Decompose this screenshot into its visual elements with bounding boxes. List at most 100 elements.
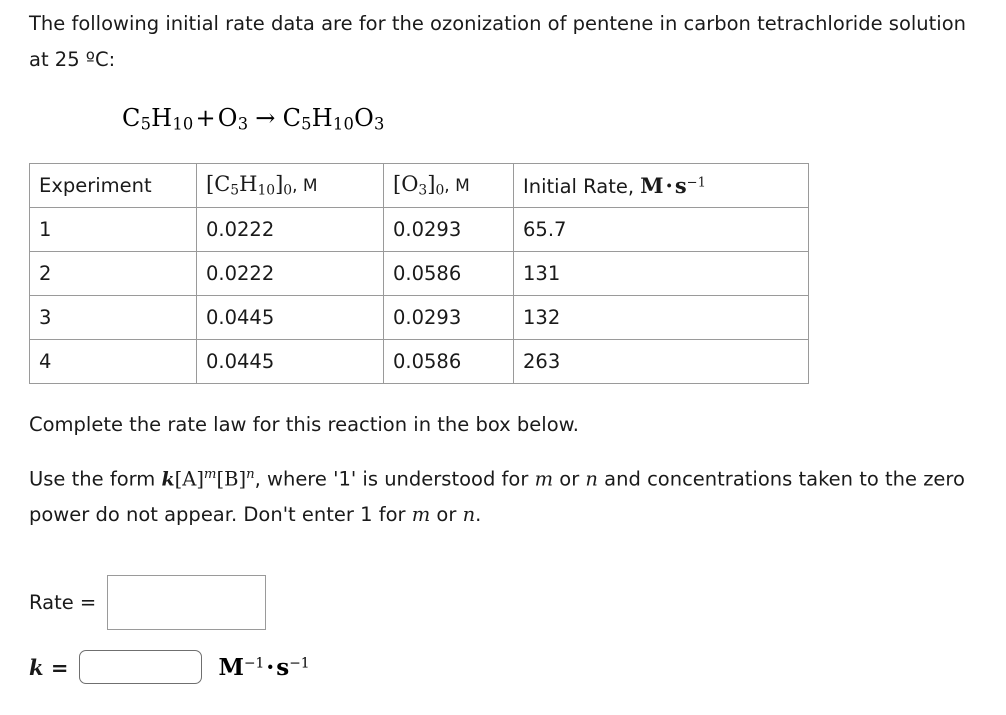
element-c: C — [122, 104, 141, 132]
bracket-close: ] — [238, 467, 247, 491]
rate-data-table: Experiment [C5H10]0, M [O3]0, M Initial … — [29, 163, 809, 384]
exponent-minus-one: −1 — [289, 654, 310, 671]
header-ozone-concentration: [O3]0, M — [383, 163, 514, 208]
exponent-m: m — [203, 467, 217, 482]
rate-field-label: Rate = — [29, 591, 97, 614]
bracket-open: [ — [216, 467, 225, 491]
cell-experiment: 3 — [29, 295, 197, 340]
unit-molar-symbol: M — [640, 173, 664, 198]
bracket-open: [ — [174, 467, 183, 491]
form-text-or2: or — [430, 503, 463, 527]
subscript-5: 5 — [140, 114, 152, 134]
variable-n: n — [585, 467, 598, 491]
cell-ozone: 0.0293 — [383, 295, 514, 340]
species-a: A — [182, 467, 197, 491]
cell-rate: 131 — [513, 251, 809, 296]
form-text-or1: or — [553, 467, 586, 491]
k-field-label: k = — [29, 654, 69, 680]
bracket-open: [ — [206, 172, 215, 197]
chemical-equation: C5H10+O3 → C5H10O3 — [122, 104, 385, 134]
variable-n: n — [462, 503, 476, 527]
bracket-open: [ — [393, 172, 402, 197]
header-experiment: Experiment — [29, 163, 197, 208]
table-row: 4 0.0445 0.0586 263 — [29, 339, 809, 384]
element-c: C — [214, 172, 231, 197]
cell-experiment: 2 — [29, 251, 197, 296]
cell-pentene: 0.0222 — [196, 207, 384, 252]
form-text-lead: Use the form — [29, 467, 162, 491]
plus-operator: + — [195, 104, 216, 132]
cell-rate: 263 — [513, 339, 809, 384]
complete-instruction: Complete the rate law for this reaction … — [29, 413, 579, 436]
rate-answer-row: Rate = — [29, 575, 267, 630]
subscript-initial: 0 — [435, 182, 445, 199]
cell-pentene: 0.0445 — [196, 295, 384, 340]
subscript-5: 5 — [301, 114, 312, 134]
reaction-arrow-icon: → — [255, 104, 276, 132]
form-instruction: Use the form k[A]m[B]n, where '1' is und… — [29, 457, 997, 533]
bracket-close: ] — [196, 467, 204, 491]
cell-ozone: 0.0586 — [383, 251, 514, 296]
unit-molar: , M — [292, 176, 318, 197]
subscript-3: 3 — [237, 114, 249, 134]
equation-product: C5H10O3 — [282, 104, 385, 134]
cell-experiment: 1 — [29, 207, 197, 252]
cell-ozone: 0.0293 — [383, 207, 514, 252]
subscript-3: 3 — [373, 114, 385, 134]
variable-m: m — [411, 503, 431, 527]
bracket-close: ] — [427, 172, 436, 197]
species-b: B — [224, 467, 239, 491]
exponent-n: n — [246, 467, 255, 482]
k-answer-row: k = M−1·s−1 — [29, 650, 310, 684]
element-h: H — [239, 172, 258, 197]
cell-rate: 65.7 — [513, 207, 809, 252]
multiplication-dot-icon: · — [266, 653, 275, 681]
table-header-row: Experiment [C5H10]0, M [O3]0, M Initial … — [29, 163, 809, 208]
equation-reactant-ozone: O3 — [217, 104, 249, 134]
initial-rate-label: Initial Rate, — [523, 175, 635, 198]
subscript-initial: 0 — [283, 182, 293, 199]
subscript-3: 3 — [418, 182, 428, 199]
element-o: O — [217, 104, 238, 132]
bracket-close: ] — [275, 172, 284, 197]
subscript-10: 10 — [332, 114, 355, 134]
intro-text: The following initial rate data are for … — [29, 12, 966, 71]
form-text-mid1: , where '1' is understood for — [254, 467, 535, 491]
multiplication-dot-icon: · — [665, 173, 673, 198]
exponent-minus-one: −1 — [686, 175, 706, 191]
table-row: 3 0.0445 0.0293 132 — [29, 295, 809, 340]
element-o: O — [354, 104, 374, 132]
header-initial-rate: Initial Rate, M·s−1 — [513, 163, 809, 208]
cell-pentene: 0.0222 — [196, 251, 384, 296]
rate-units: M·s−1 — [640, 173, 706, 198]
rate-constant-input[interactable] — [79, 650, 203, 684]
rate-constant-k: k — [161, 468, 175, 491]
unit-seconds-symbol: s — [276, 653, 290, 681]
cell-rate: 132 — [513, 295, 809, 340]
element-c: C — [282, 104, 302, 132]
exponent-minus-one: −1 — [243, 654, 265, 671]
rate-law-input[interactable] — [107, 575, 267, 630]
unit-molar-symbol: M — [218, 653, 244, 681]
subscript-5: 5 — [230, 182, 240, 199]
subscript-10: 10 — [257, 182, 276, 199]
equation-reactant-pentene: C5H10 — [122, 104, 194, 134]
header-pentene-concentration: [C5H10]0, M — [196, 163, 384, 208]
variable-m: m — [534, 467, 554, 491]
cell-ozone: 0.0586 — [383, 339, 514, 384]
form-text-period: . — [475, 503, 482, 527]
cell-pentene: 0.0445 — [196, 339, 384, 384]
ozone-bracket-expression: [O3]0 — [393, 172, 445, 199]
cell-experiment: 4 — [29, 339, 197, 384]
k-units: M−1·s−1 — [218, 654, 309, 681]
pentene-bracket-expression: [C5H10]0 — [206, 172, 293, 199]
unit-seconds-symbol: s — [674, 173, 687, 198]
table-row: 2 0.0222 0.0586 131 — [29, 251, 809, 296]
unit-molar: , M — [444, 176, 470, 197]
element-h: H — [311, 104, 333, 132]
form-text-mid2: and concentrations taken to the zero pow… — [29, 467, 965, 527]
element-o: O — [401, 172, 419, 197]
subscript-10: 10 — [172, 114, 194, 134]
table-row: 1 0.0222 0.0293 65.7 — [29, 207, 809, 252]
